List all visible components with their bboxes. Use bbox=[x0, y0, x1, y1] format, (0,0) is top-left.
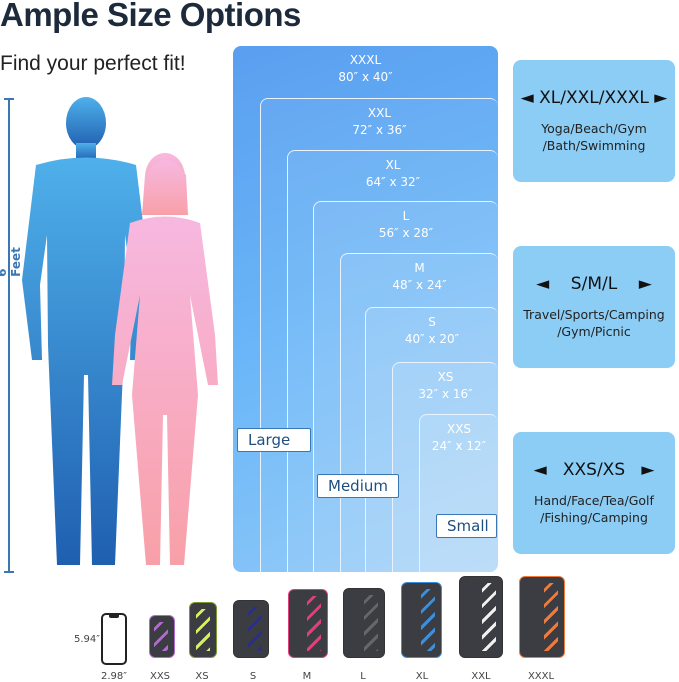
pouch-label: L bbox=[360, 671, 366, 682]
height-ruler: 6 Feet bbox=[0, 98, 23, 573]
human-silhouettes bbox=[22, 97, 218, 565]
group-label-small: Small bbox=[436, 514, 497, 538]
pouch-l bbox=[343, 588, 385, 658]
card-heading: ◄ S/M/L ► bbox=[536, 274, 652, 294]
female-figure bbox=[112, 153, 218, 565]
pouch-label: XS bbox=[195, 671, 209, 682]
pouch-xxs bbox=[149, 615, 175, 658]
size-dims: 64″ x 32″ bbox=[365, 175, 421, 189]
card-heading: ◄ XL/XXL/XXXL ► bbox=[520, 88, 668, 108]
card-desc: Hand/Face/Tea/Golf/Fishing/Camping bbox=[534, 493, 654, 525]
card-desc: Travel/Sports/Camping/Gym/Picnic bbox=[523, 307, 665, 339]
size-box-xxs: XXS 24″ x 12″ bbox=[419, 414, 498, 572]
size-dims: 32″ x 16″ bbox=[418, 387, 473, 401]
group-label-large: Large bbox=[237, 428, 311, 452]
size-name: S bbox=[428, 315, 436, 329]
pouch-s bbox=[233, 600, 269, 658]
pouch-xxl bbox=[459, 576, 503, 658]
size-name: XL bbox=[385, 158, 401, 172]
phone-height: 5.94″ bbox=[74, 634, 101, 645]
phone-reference bbox=[101, 613, 127, 665]
size-dims: 80″ x 40″ bbox=[338, 70, 393, 84]
pouch-xs bbox=[189, 602, 217, 658]
use-card-large: ◄ XL/XXL/XXXL ► Yoga/Beach/Gym/Bath/Swimm… bbox=[513, 60, 675, 182]
subtitle: Find your perfect fit! bbox=[0, 52, 186, 75]
use-card-small: ◄ XXS/XS ► Hand/Face/Tea/Golf/Fishing/Cam… bbox=[513, 432, 675, 554]
size-dims: 72″ x 36″ bbox=[352, 123, 407, 137]
pouch-label: XXS bbox=[149, 671, 171, 682]
size-name: XXXL bbox=[349, 53, 382, 67]
size-name: L bbox=[402, 209, 410, 223]
pouch-label: XL bbox=[415, 671, 429, 682]
card-heading: ◄ XXS/XS ► bbox=[533, 460, 655, 480]
pouch-label: XXXL bbox=[527, 671, 555, 682]
size-name: XXS bbox=[446, 422, 472, 436]
phone-width: 2.98″ bbox=[100, 671, 127, 682]
page-title: Ample Size Options bbox=[0, 0, 301, 33]
size-dims: 48″ x 24″ bbox=[392, 278, 447, 292]
pouch-label: XXL bbox=[471, 671, 491, 682]
size-dims: 40″ x 20″ bbox=[404, 332, 460, 346]
size-dims: 56″ x 28″ bbox=[378, 226, 434, 240]
use-card-medium: ◄ S/M/L ► Travel/Sports/Camping/Gym/Picni… bbox=[513, 246, 675, 368]
size-dims: 24″ x 12″ bbox=[431, 439, 487, 453]
pouch-xxxl bbox=[519, 576, 565, 658]
pouch-label: S bbox=[249, 671, 257, 682]
size-name: M bbox=[414, 261, 425, 275]
pouch-m bbox=[288, 589, 328, 658]
card-desc: Yoga/Beach/Gym/Bath/Swimming bbox=[541, 121, 647, 153]
male-figure bbox=[22, 97, 150, 565]
size-name: XXL bbox=[367, 106, 392, 120]
size-name: XS bbox=[437, 370, 454, 384]
pouch-label: M bbox=[302, 671, 312, 682]
size-box-l: L 56″ x 28″ bbox=[313, 201, 498, 572]
phone-notch bbox=[109, 615, 119, 618]
pouch-xl bbox=[401, 582, 442, 658]
group-label-medium: Medium bbox=[317, 474, 399, 498]
